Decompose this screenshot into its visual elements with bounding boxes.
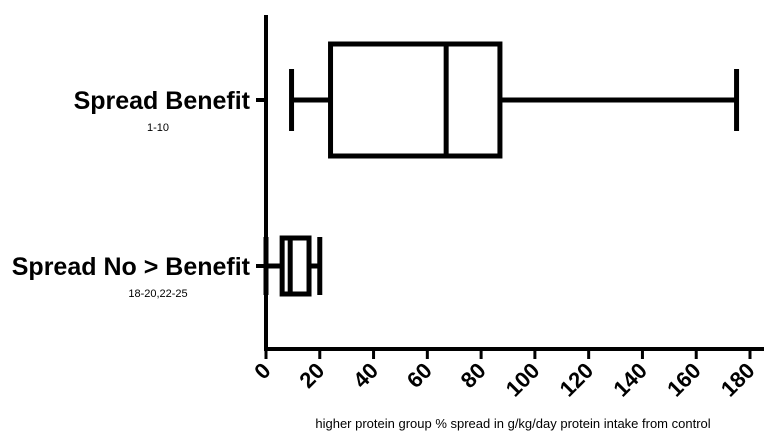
x-tick-label: 180 — [716, 358, 760, 402]
category-label: Spread Benefit — [74, 87, 251, 115]
boxes-layer — [263, 41, 740, 297]
x-tick-label: 20 — [294, 358, 329, 393]
x-axis-title: higher protein group % spread in g/kg/da… — [315, 416, 710, 431]
category-sublabel: 18-20,22-25 — [128, 288, 187, 300]
box-2 — [263, 235, 323, 297]
x-tick-label: 60 — [402, 358, 437, 393]
x-tick-label: 160 — [662, 358, 706, 402]
x-tick-label: 80 — [456, 358, 491, 393]
x-tick-label: 120 — [555, 358, 599, 402]
iqr-box — [279, 235, 312, 297]
x-tick-label: 100 — [501, 358, 545, 402]
category-axis: Spread Benefit 1-10 Spread No > Benefit 18-… — [12, 87, 266, 300]
box-1 — [289, 41, 740, 159]
iqr-box — [328, 41, 503, 159]
x-tick-label: 0 — [249, 358, 275, 384]
x-tick-label: 40 — [348, 358, 383, 393]
x-axis-ticks: 0 20 40 60 80 100 120 140 160 180 — [249, 349, 760, 402]
category-label: Spread No > Benefit — [12, 253, 251, 281]
category-sublabel: 1-10 — [147, 122, 169, 134]
x-tick-label: 140 — [608, 358, 652, 402]
